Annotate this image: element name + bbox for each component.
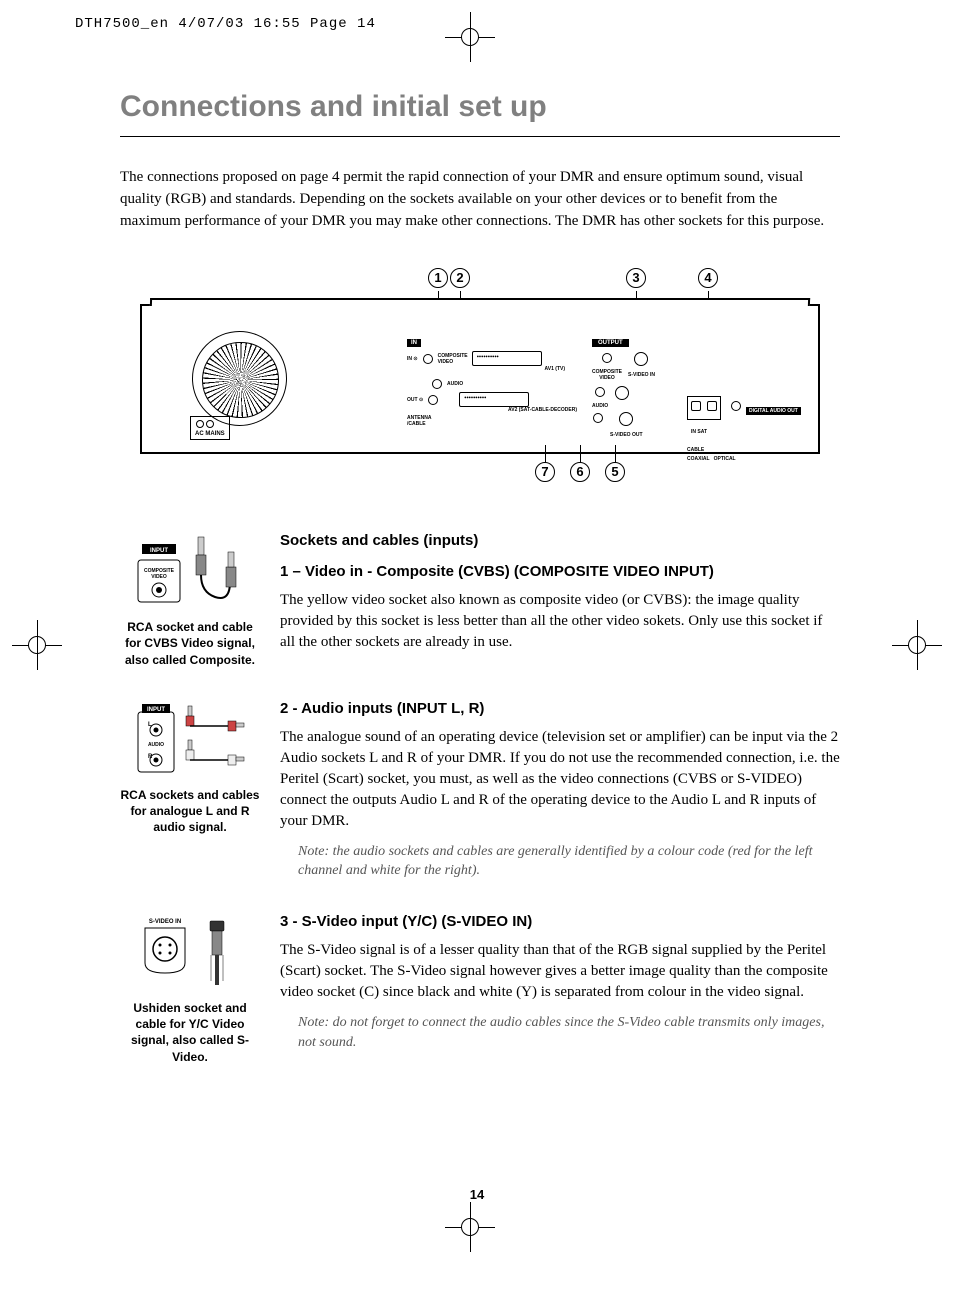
caption-2: RCA sockets and cables for analogue L an… [120, 787, 260, 836]
center-ports: IN IN ⊙ COMPOSITEVIDEO AV1 (TV) AUDIO [407, 331, 577, 427]
section-audio-inputs: INPUT L AUDIO R [120, 700, 840, 881]
callout-7: 7 [535, 462, 555, 482]
text-3: The S-Video signal is of a lesser qualit… [280, 940, 840, 1003]
print-header: DTH7500_en 4/07/03 16:55 Page 14 [75, 16, 376, 32]
callout-6: 6 [570, 462, 590, 482]
section-composite-video: INPUT COMPOSITE VIDEO RCA socket and cab… [120, 532, 840, 668]
svg-text:AUDIO: AUDIO [148, 742, 164, 748]
svg-text:INPUT: INPUT [150, 548, 168, 554]
heading-2: 2 - Audio inputs (INPUT L, R) [280, 700, 840, 717]
page-content: Connections and initial set up The conne… [120, 90, 840, 1097]
rca-cvbs-thumb: INPUT COMPOSITE VIDEO [130, 532, 250, 607]
svg-text:S-VIDEO IN: S-VIDEO IN [149, 919, 181, 925]
svg-text:INPUT: INPUT [147, 707, 165, 713]
note-2: Note: the audio sockets and cables are g… [298, 842, 840, 881]
caption-1: RCA socket and cable for CVBS Video sign… [120, 619, 260, 668]
registration-mark-left [12, 620, 62, 670]
callout-1: 1 [428, 268, 448, 288]
manual-page: DTH7500_en 4/07/03 16:55 Page 14 Connect… [0, 0, 954, 1292]
page-number: 14 [0, 1187, 954, 1202]
text-1: The yellow video socket also known as co… [280, 590, 840, 653]
note-3: Note: do not forget to connect the audio… [298, 1013, 840, 1052]
svideo-thumb: S-VIDEO IN [130, 913, 250, 988]
registration-mark-right [892, 620, 942, 670]
section-svideo: S-VIDEO IN Ushid [120, 913, 840, 1065]
text-2: The analogue sound of an operating devic… [280, 727, 840, 832]
page-title: Connections and initial set up [120, 90, 840, 137]
svg-text:L: L [148, 722, 152, 728]
heading-1: 1 – Video in - Composite (CVBS) (COMPOSI… [280, 563, 840, 580]
device-rear-panel: AC MAINS IN IN ⊙ COMPOSITEVIDEO AV1 (TV) [140, 304, 820, 454]
svg-text:VIDEO: VIDEO [151, 574, 167, 580]
callout-5: 5 [605, 462, 625, 482]
sockets-subtitle: Sockets and cables (inputs) [280, 532, 840, 549]
caption-3: Ushiden socket and cable for Y/C Video s… [120, 1000, 260, 1065]
ac-mains-port: AC MAINS [190, 416, 230, 440]
intro-paragraph: The connections proposed on page 4 permi… [120, 167, 840, 232]
callout-3: 3 [626, 268, 646, 288]
rear-panel-diagram: 1 2 3 4 AC MAINS IN IN ⊙ COMPOSITEVIDEO [140, 272, 820, 492]
registration-mark-bottom [445, 1202, 495, 1252]
fan-vent-icon [192, 331, 287, 426]
heading-3: 3 - S-Video input (Y/C) (S-VIDEO IN) [280, 913, 840, 930]
rca-audio-thumb: INPUT L AUDIO R [130, 700, 250, 775]
digital-out-ports: DIGITAL AUDIO OUT IN SATCABLE COAXIAL OP… [687, 396, 807, 462]
callout-2: 2 [450, 268, 470, 288]
callout-4: 4 [698, 268, 718, 288]
registration-mark-top [445, 12, 495, 62]
